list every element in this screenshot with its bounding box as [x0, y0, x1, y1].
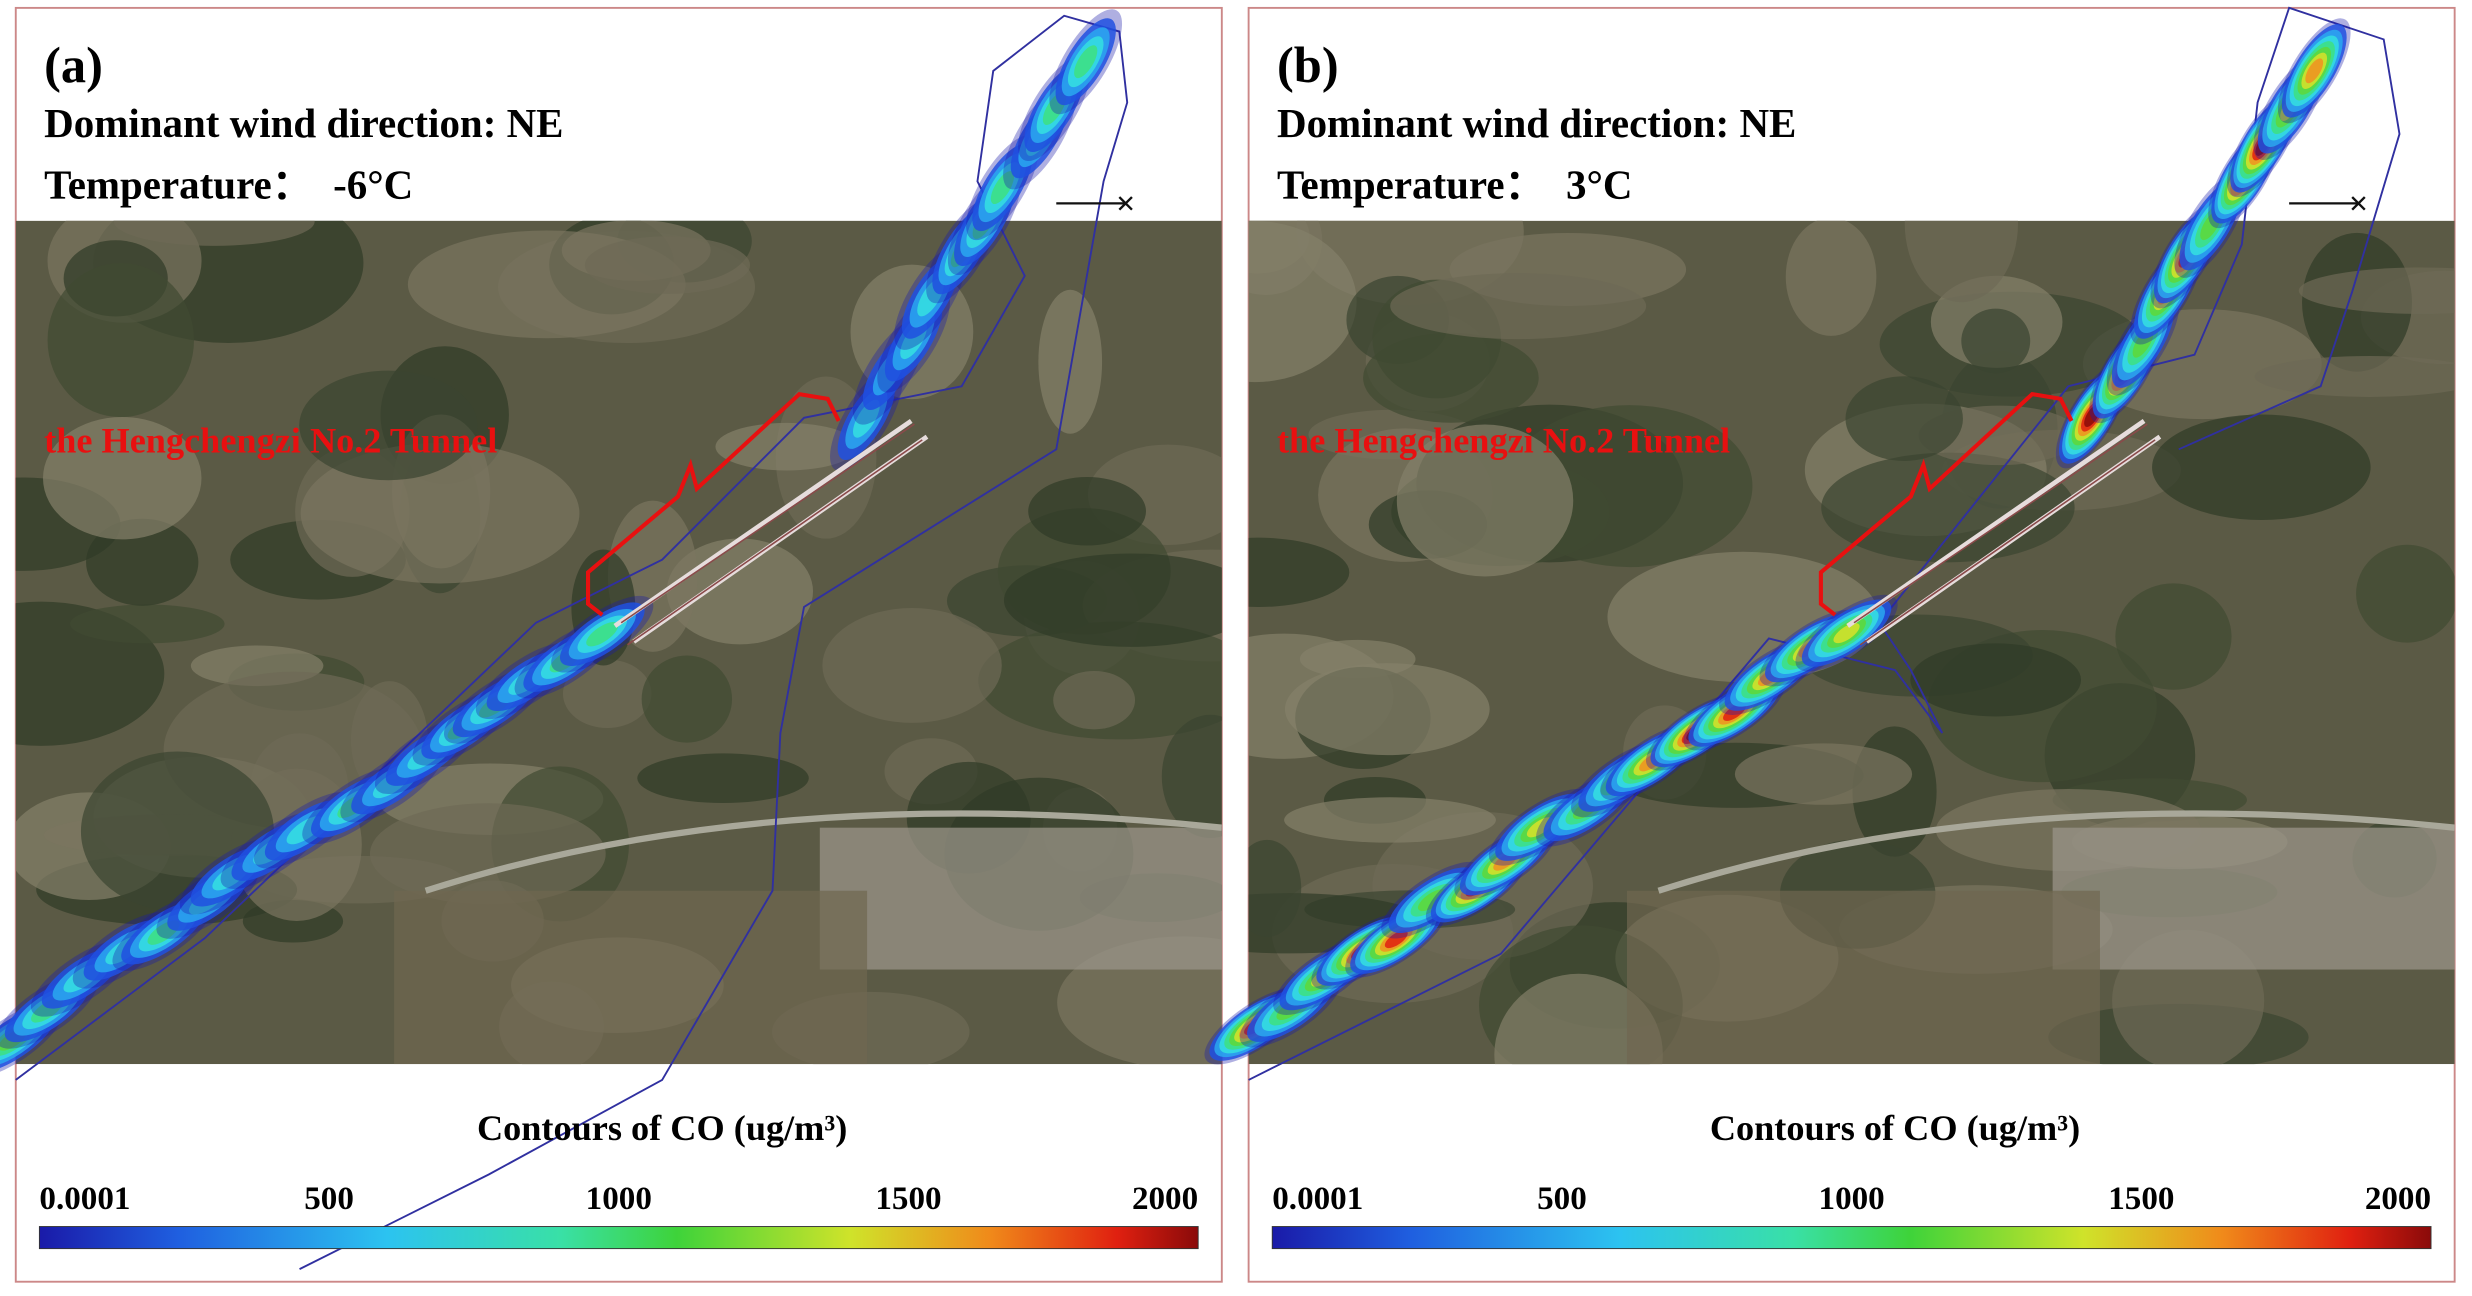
wind-direction: Dominant wind direction: NE — [1277, 100, 1796, 146]
tunnel-bracket — [585, 391, 841, 617]
fields — [394, 890, 868, 1065]
terrain-patch — [1248, 221, 1357, 383]
co-plume — [1204, 18, 2351, 1065]
terrain-patch — [113, 220, 315, 246]
terrain-patch — [641, 655, 733, 743]
north-arrow — [2289, 196, 2366, 211]
colorbar-title: Contours of CO (ug/m³) — [1710, 1108, 2080, 1148]
colorbar-tick-label: 1000 — [586, 1181, 652, 1217]
colorbar-tick-label: 0.0001 — [39, 1181, 130, 1217]
panel-label: (b) — [1277, 37, 1339, 93]
north-arrow — [1056, 196, 1133, 211]
terrain-patch — [1961, 308, 2031, 374]
road — [1657, 810, 2455, 894]
terrain-patch — [69, 604, 225, 644]
terrain-patch — [42, 416, 202, 540]
terrain-patch — [1734, 743, 1913, 805]
terrain-patch — [1248, 839, 1302, 937]
terrain-patch — [369, 803, 606, 905]
terrain-patch — [584, 236, 751, 294]
co-plume — [0, 9, 1123, 1079]
colorbar-title: Contours of CO (ug/m³) — [477, 1108, 847, 1148]
terrain-patch — [1821, 452, 2075, 563]
contour — [1526, 817, 1554, 838]
colorbar-tick-label: 1500 — [875, 1181, 941, 1217]
colorbar-tick-label: 500 — [1537, 1181, 1587, 1217]
temperature: Temperature： -6°C — [44, 162, 413, 208]
panel: (b) Dominant wind direction: NE Temperatur… — [1204, 6, 2456, 1283]
fields — [1626, 890, 2100, 1065]
colorbar-tick-label: 0.0001 — [1272, 1181, 1363, 1217]
terrain-patch — [2152, 414, 2371, 520]
tunnel-edge — [620, 423, 923, 646]
contour-boundary — [1248, 6, 2401, 1081]
terrain-patch — [1390, 273, 1647, 340]
terrain-patch — [2356, 544, 2455, 643]
tunnel-label: the Hengchengzi No.2 Tunnel — [1277, 420, 1730, 460]
colorbar-tick-label: 2000 — [1132, 1181, 1198, 1217]
terrain-patch — [562, 659, 652, 729]
terrain-patch — [1248, 537, 1350, 607]
colorbar — [1271, 1226, 2432, 1250]
colorbar-tick-label: 1000 — [1819, 1181, 1885, 1217]
colorbar-tick-label: 1500 — [2108, 1181, 2174, 1217]
terrain-patch — [1053, 670, 1136, 730]
terrain-patch — [2298, 267, 2455, 314]
wind-direction: Dominant wind direction: NE — [44, 100, 563, 146]
contour — [2305, 58, 2324, 84]
terrain-patch — [1161, 714, 1222, 839]
tunnel-edge — [1853, 423, 2156, 646]
terrain-patch — [1284, 797, 1496, 843]
terrain-patch — [1028, 476, 1146, 546]
panel-label: (a) — [44, 37, 103, 93]
tunnel-label: the Hengchengzi No.2 Tunnel — [44, 420, 497, 460]
contour — [586, 622, 619, 647]
temperature: Temperature： 3°C — [1277, 162, 1632, 208]
contour — [1833, 623, 1860, 644]
terrain-patch — [47, 262, 195, 418]
colorbar-tick-label: 500 — [304, 1181, 354, 1217]
colorbar-tick-label: 2000 — [2365, 1181, 2431, 1217]
terrain-patch — [1038, 289, 1103, 434]
terrain-patch — [1785, 220, 1877, 336]
terrain-patch — [637, 753, 809, 803]
colorbar — [38, 1226, 1199, 1250]
village — [2052, 827, 2455, 970]
terrain-patch — [1396, 424, 1574, 577]
contour — [1417, 889, 1447, 912]
terrain-patch — [1003, 553, 1222, 647]
terrain-patch — [1284, 663, 1490, 756]
terrain-patch — [715, 422, 858, 471]
contour — [1384, 930, 1408, 949]
terrain-patch — [299, 370, 478, 481]
road — [424, 810, 1222, 894]
village — [819, 827, 1222, 970]
terrain-patch — [2115, 583, 2232, 690]
terrain-patch — [86, 518, 199, 606]
contour — [1074, 45, 1098, 79]
terrain-patch — [1845, 376, 1963, 461]
terrain-patch — [822, 608, 1002, 723]
terrain-patch — [1494, 973, 1663, 1065]
terrain-patch — [2254, 355, 2455, 397]
satellite-map — [15, 220, 1222, 1065]
tunnel-bracket — [1818, 391, 2074, 617]
terrain-patch — [1904, 220, 2018, 303]
panel: (a) Dominant wind direction: NE Temperatur… — [0, 6, 1223, 1283]
satellite-map — [1248, 220, 2455, 1065]
contour — [990, 171, 1015, 205]
terrain-patch — [1910, 643, 2082, 717]
contour-boundary — [15, 14, 1129, 1270]
